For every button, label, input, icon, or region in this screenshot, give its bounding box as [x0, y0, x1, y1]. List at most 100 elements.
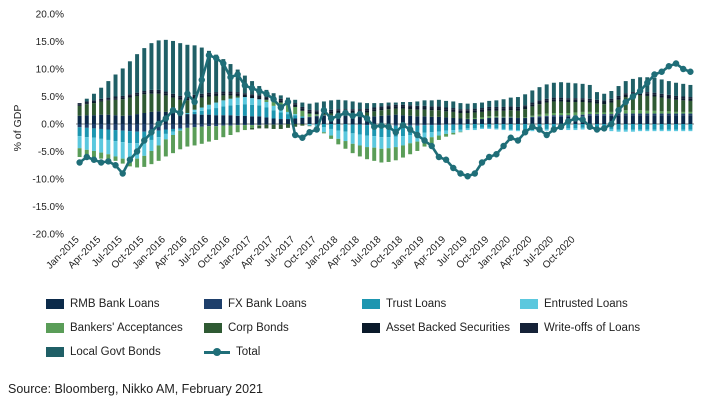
bar-segment	[472, 128, 477, 131]
y-tick-label: 0.0%	[41, 120, 64, 131]
bar-segment	[451, 130, 456, 133]
bar-segment	[465, 128, 470, 131]
bar-segment	[487, 117, 492, 119]
bar-segment	[257, 125, 262, 129]
total-point	[119, 170, 126, 177]
bar-segment	[674, 124, 679, 130]
bar-segment	[242, 124, 247, 126]
bar-segment	[171, 40, 175, 94]
bar-segment	[595, 114, 599, 116]
bar-segment	[365, 125, 370, 136]
bar-segment	[127, 97, 132, 116]
bar-segment	[106, 97, 111, 100]
bar-segment	[487, 116, 492, 118]
bar-segment	[156, 40, 161, 90]
bar-segment	[609, 128, 614, 132]
total-point	[687, 68, 694, 75]
bar-segment	[314, 111, 319, 115]
total-point	[184, 90, 191, 97]
bar-segment	[113, 96, 118, 99]
bar-segment	[163, 93, 168, 96]
bar-segment	[156, 89, 161, 92]
total-point	[313, 126, 320, 133]
bar-segment	[587, 84, 592, 99]
bar-segment	[120, 130, 125, 143]
legend-swatch	[204, 323, 222, 333]
bar-segment	[523, 109, 528, 118]
bar-segment	[178, 129, 183, 131]
bar-segment	[508, 110, 513, 117]
bar-segment	[135, 54, 140, 93]
bar-segment	[523, 117, 528, 119]
bar-segment	[91, 124, 96, 129]
bar-segment	[630, 129, 635, 132]
total-point	[133, 148, 141, 155]
bar-segment	[530, 104, 535, 107]
bar-segment	[350, 101, 355, 110]
bar-segment	[480, 109, 484, 112]
bar-segment	[659, 129, 664, 132]
bar-segment	[638, 124, 643, 130]
bar-segment	[293, 118, 298, 124]
bar-segment	[163, 124, 168, 130]
total-point	[651, 71, 658, 78]
bar-segment	[250, 94, 255, 96]
total-point	[191, 98, 198, 106]
bar-segment	[329, 128, 334, 136]
bar-segment	[235, 92, 240, 94]
bar-segment	[257, 125, 262, 126]
bar-segment	[120, 95, 125, 98]
bar-segment	[501, 128, 506, 131]
bar-segment	[250, 125, 255, 128]
bar-segment	[228, 115, 233, 124]
bar-segment	[228, 124, 233, 126]
bar-segment	[530, 116, 535, 118]
bar-segment	[99, 98, 104, 101]
bar-segment	[523, 118, 528, 124]
total-point	[672, 60, 680, 67]
bar-segment	[336, 99, 341, 110]
total-point	[500, 142, 507, 150]
bar-segment	[436, 135, 441, 140]
bar-segment	[293, 99, 298, 104]
bar-segment	[113, 124, 118, 131]
bar-segment	[559, 101, 564, 113]
total-point	[97, 159, 105, 166]
bar-segment	[149, 93, 154, 112]
bar-segment	[264, 117, 269, 124]
bar-segment	[221, 59, 226, 92]
bar-segment	[623, 129, 628, 132]
bar-segment	[77, 105, 82, 116]
legend-label: Asset Backed Securities	[386, 322, 511, 334]
bar-segment	[573, 128, 578, 131]
bar-segment	[271, 93, 276, 98]
bar-segment	[659, 111, 664, 114]
bar-segment	[357, 102, 362, 110]
bar-segment	[444, 100, 449, 108]
total-point	[593, 126, 601, 133]
bar-segment	[422, 125, 427, 133]
bar-segment	[566, 99, 571, 102]
bar-segment	[609, 98, 614, 101]
bar-segment	[314, 124, 319, 126]
bar-segment	[623, 115, 628, 124]
bar-segment	[436, 124, 441, 126]
bar-segment	[271, 124, 276, 125]
total-point	[385, 123, 392, 130]
bar-segment	[451, 117, 456, 124]
total-point	[399, 121, 407, 129]
bar-segment	[587, 115, 592, 124]
total-point	[565, 118, 572, 125]
y-tick-label: -15.0%	[32, 202, 64, 213]
bar-segment	[681, 96, 686, 99]
bar-segment	[106, 139, 111, 155]
bar-segment	[350, 124, 355, 125]
bar-segment	[609, 114, 614, 116]
bar-segment	[221, 124, 226, 126]
bar-segment	[523, 106, 528, 110]
bar-segment	[508, 117, 513, 124]
bar-segment	[84, 101, 89, 104]
bar-segment	[163, 39, 168, 92]
bar-segment	[221, 93, 226, 96]
bar-segment	[616, 97, 621, 100]
